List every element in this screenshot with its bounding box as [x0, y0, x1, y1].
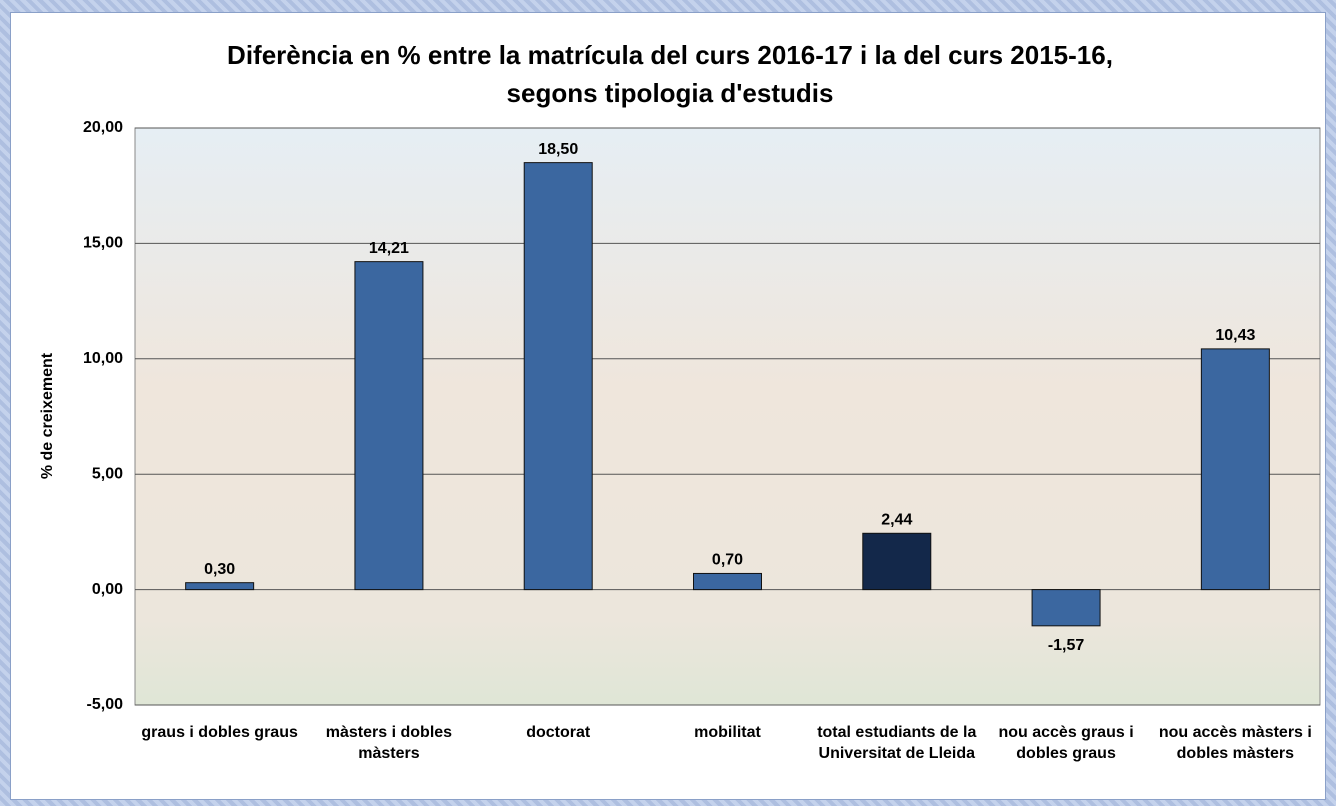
chart-title: Diferència en % entre la matrícula del c…	[227, 40, 1113, 108]
value-label: 2,44	[881, 512, 912, 529]
x-tick-label: nou accès graus i dobles graus	[998, 724, 1134, 762]
x-tick-label: mobilitat	[694, 724, 761, 741]
plot-area	[134, 127, 1321, 706]
bar	[354, 261, 424, 591]
y-tick-label: 0,00	[92, 581, 123, 598]
value-label: 0,70	[712, 552, 743, 569]
bar	[523, 162, 593, 591]
x-tick-label: doctorat	[526, 724, 591, 741]
bar	[862, 532, 932, 591]
y-tick-label: 15,00	[83, 235, 123, 252]
x-tick-label: nou accès màsters i dobles màsters	[1158, 724, 1312, 762]
y-axis-label: % de creixement	[39, 352, 56, 479]
y-tick-label: 20,00	[83, 119, 123, 136]
value-label: 0,30	[204, 561, 235, 578]
value-label: 10,43	[1215, 327, 1255, 344]
bar	[1200, 348, 1270, 591]
x-tick-label: graus i dobles graus	[141, 724, 298, 741]
value-label: -1,57	[1048, 637, 1085, 654]
bar	[1031, 589, 1101, 627]
y-tick-label: 5,00	[92, 465, 123, 482]
value-label: 14,21	[369, 240, 409, 257]
bar	[185, 582, 255, 591]
y-tick-label: -5,00	[87, 696, 124, 713]
bar	[693, 572, 762, 591]
value-label: 18,50	[538, 141, 578, 158]
y-tick-label: 10,00	[83, 350, 123, 367]
x-tick-label: total estudiants de la Universitat de Ll…	[817, 724, 977, 762]
x-tick-label: màsters i dobles màsters	[325, 724, 453, 762]
